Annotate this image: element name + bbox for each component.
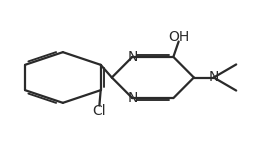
Text: OH: OH (168, 30, 189, 44)
Text: N: N (127, 91, 138, 105)
Text: N: N (209, 71, 219, 84)
Text: Cl: Cl (93, 104, 106, 118)
Text: N: N (127, 50, 138, 64)
